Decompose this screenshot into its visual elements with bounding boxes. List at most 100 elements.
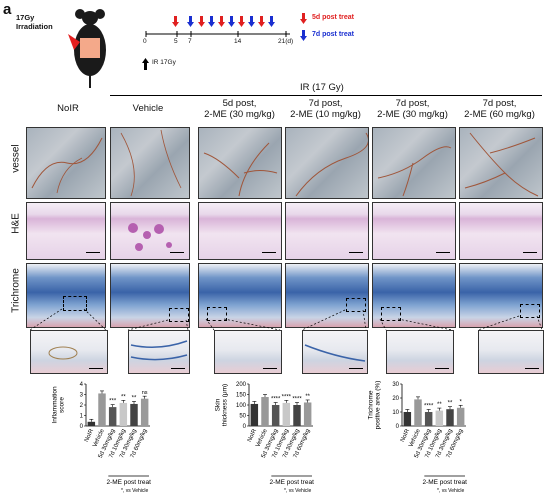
treatment-timeline <box>142 16 290 70</box>
legend-5d: 5d post treat <box>312 14 355 21</box>
chart-y-tick-label: 50 <box>239 414 246 420</box>
chart-bar <box>403 412 412 426</box>
chart-skin-thickness: Skinthickness (μm)050100150200NoIRVehicl… <box>215 382 314 494</box>
vessel-image-5d-30 <box>198 127 282 199</box>
vessel-image-7d-30 <box>372 127 456 199</box>
chart-note: *, vs Vehicle <box>121 488 148 494</box>
he-image-7d-60 <box>459 202 543 260</box>
col-label-7d-60: 7d post, 2-ME (60 mg/kg) <box>464 98 535 120</box>
chart-note: *, vs Vehicle <box>284 488 311 494</box>
he-image-noir <box>26 202 106 260</box>
he-image-7d-10 <box>285 202 369 260</box>
chart-bar <box>108 407 117 426</box>
chart-y-label: Trichromepositive area (%) <box>368 381 382 430</box>
chart-significance: **** <box>424 403 434 409</box>
chart-significance: ns <box>142 390 148 396</box>
he-image-vehicle <box>110 202 190 260</box>
chart-bar <box>87 421 96 426</box>
chart-y-tick-label: 1 <box>80 414 84 420</box>
chart-y-tick-label: 3 <box>80 393 84 399</box>
chart-significance: * <box>459 399 462 405</box>
col-label-7d-30: 7d post, 2-ME (30 mg/kg) <box>377 98 448 120</box>
chart-y-tick-label: 0 <box>80 424 84 430</box>
chart-group-label: 2-ME post treat <box>422 479 467 486</box>
chart-bar <box>98 393 106 426</box>
trichrome-image-7d-10 <box>285 263 369 328</box>
col-label-7d-10: 7d post, 2-ME (10 mg/kg) <box>290 98 361 120</box>
chart-significance: ** <box>305 394 310 400</box>
chart-y-tick-label: 150 <box>236 393 247 399</box>
trichrome-image-noir <box>26 263 106 328</box>
timeline-tick-21: 21(d) <box>278 38 294 45</box>
vessel-image-7d-60 <box>459 127 543 199</box>
chart-significance: ** <box>121 394 126 400</box>
chart-bar <box>414 399 422 426</box>
chart-group-label: 2-ME post treat <box>269 479 314 486</box>
chart-bar <box>140 398 149 426</box>
timeline-tick-0: 0 <box>143 38 147 45</box>
chart-bar <box>271 405 280 426</box>
chart-y-tick-label: 100 <box>236 403 247 409</box>
vessel-image-7d-10 <box>285 127 369 199</box>
chart-significance: **** <box>271 396 281 402</box>
chart-bar <box>119 402 128 426</box>
panel-letter: a <box>3 1 12 18</box>
chart-bar <box>261 397 269 426</box>
chart-bar <box>435 410 444 426</box>
chart-group-label: 2-ME post treat <box>106 479 151 486</box>
chart-y-tick-label: 200 <box>236 382 247 388</box>
chart-significance: ** <box>437 402 442 408</box>
chart-category-label: NoIR <box>400 428 411 444</box>
chart-y-tick-label: 20 <box>392 396 399 402</box>
zoom-image-7d-60 <box>478 330 544 374</box>
chart-note: *, vs Vehicle <box>437 488 464 494</box>
trichrome-image-7d-60 <box>459 263 543 328</box>
chart-bar <box>130 403 138 426</box>
mouse-icon <box>68 9 106 88</box>
trichrome-image-vehicle <box>110 263 190 328</box>
col-label-noir: NoIR <box>57 103 79 114</box>
trichrome-image-5d-30 <box>198 263 282 328</box>
chart-y-label: Inflammationscore <box>52 386 66 424</box>
chart-significance: **** <box>282 394 292 400</box>
trichrome-image-7d-30 <box>372 263 456 328</box>
zoom-image-vehicle <box>128 330 190 374</box>
timeline-ir-label: IR 17Gy <box>152 59 176 66</box>
zoom-image-5d-30 <box>214 330 282 374</box>
chart-category-label: NoIR <box>84 428 95 444</box>
chart-category-label: NoIR <box>247 428 258 444</box>
legend-arrows <box>300 13 307 41</box>
vessel-image-noir <box>26 127 106 199</box>
chart-bar <box>282 402 291 426</box>
col-label-5d-30: 5d post, 2-ME (30 mg/kg) <box>204 98 275 120</box>
chart-y-tick-label: 10 <box>392 410 399 416</box>
chart-bar <box>250 403 259 426</box>
zoom-image-7d-10 <box>302 330 368 374</box>
timeline-tick-14: 14 <box>234 38 242 45</box>
chart-significance: *** <box>109 399 117 405</box>
col-label-vehicle: Vehicle <box>132 103 164 114</box>
chart-bar <box>456 407 465 426</box>
chart-y-tick-label: 30 <box>392 382 399 388</box>
zoom-image-7d-30 <box>386 330 454 374</box>
legend-7d: 7d post treat <box>312 31 355 38</box>
ir-group-label: IR (17 Gy) <box>300 82 344 93</box>
timeline-tick-7: 7 <box>188 38 192 45</box>
timeline-tick-5: 5 <box>174 38 178 45</box>
chart-bar <box>303 402 312 426</box>
chart-significance: ** <box>132 395 137 401</box>
chart-significance: **** <box>292 396 302 402</box>
ir-group-line <box>110 95 542 96</box>
chart-y-tick-label: 2 <box>80 403 84 409</box>
chart-significance: ** <box>448 401 453 407</box>
chart-bar <box>424 412 433 426</box>
he-image-7d-30 <box>372 202 456 260</box>
chart-y-tick-label: 0 <box>243 424 247 430</box>
vessel-image-vehicle <box>110 127 190 199</box>
chart-y-tick-label: 4 <box>80 382 84 388</box>
zoom-image-noir <box>30 330 108 374</box>
he-image-5d-30 <box>198 202 282 260</box>
irradiation-label: 17Gy Irradiation <box>16 13 53 31</box>
